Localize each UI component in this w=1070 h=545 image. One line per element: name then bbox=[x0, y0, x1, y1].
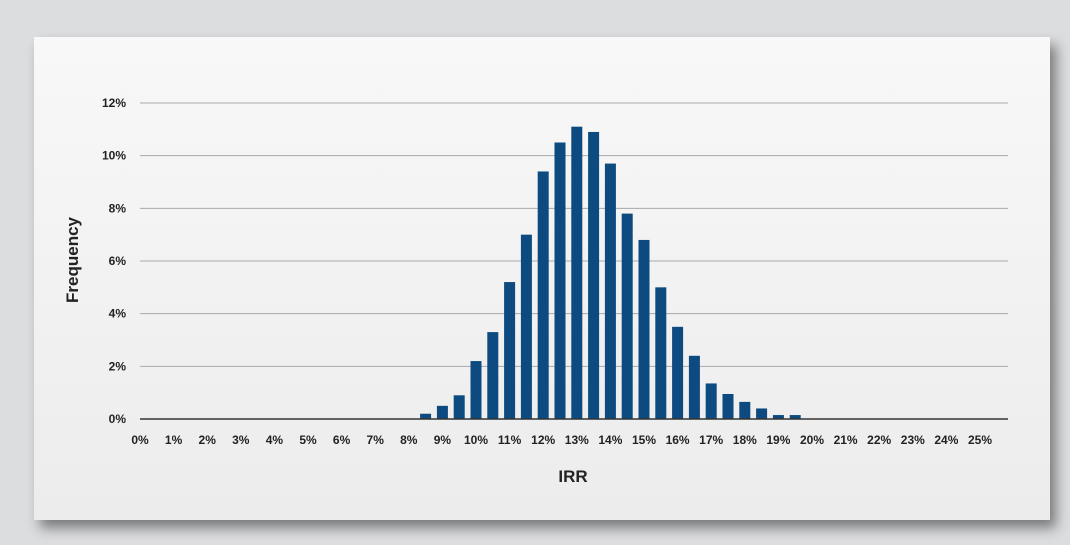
x-tick-labels: 0% 1% 2% 3% 4% 5% 6% 7% 8% 9% 10% 11% 12% 13% 14% 15% 16… bbox=[131, 433, 992, 447]
bars bbox=[420, 126, 801, 419]
y-tick-label: 2% bbox=[109, 359, 127, 373]
y-tick-label: 12% bbox=[102, 96, 126, 110]
y-tick-label: 10% bbox=[102, 149, 126, 163]
bar bbox=[789, 415, 801, 419]
bar bbox=[470, 361, 482, 419]
bar bbox=[537, 171, 549, 419]
bar bbox=[588, 131, 600, 419]
x-tick-label: 7% bbox=[367, 433, 385, 447]
bar bbox=[420, 413, 432, 419]
bar bbox=[672, 326, 684, 419]
y-tick-label: 0% bbox=[109, 412, 127, 426]
bar bbox=[436, 405, 448, 419]
bar bbox=[571, 126, 583, 419]
x-tick-label: 12% bbox=[531, 433, 555, 447]
y-tick-label: 4% bbox=[109, 307, 127, 321]
bar bbox=[688, 355, 700, 419]
bar bbox=[504, 282, 516, 419]
x-tick-label: 0% bbox=[131, 433, 149, 447]
x-tick-label: 2% bbox=[199, 433, 217, 447]
bar bbox=[705, 383, 717, 419]
x-tick-label: 8% bbox=[400, 433, 418, 447]
x-tick-label: 18% bbox=[733, 433, 757, 447]
x-tick-label: 23% bbox=[901, 433, 925, 447]
y-axis-title: Frequency bbox=[63, 216, 82, 303]
y-tick-labels: 0% 2% 4% 6% 8% 10% 12% bbox=[102, 96, 126, 426]
bar bbox=[453, 395, 465, 419]
x-tick-label: 14% bbox=[598, 433, 622, 447]
bar bbox=[554, 142, 566, 419]
y-tick-label: 8% bbox=[109, 201, 127, 215]
x-tick-label: 25% bbox=[968, 433, 992, 447]
x-tick-label: 9% bbox=[434, 433, 452, 447]
bar bbox=[638, 239, 650, 419]
x-tick-label: 4% bbox=[266, 433, 284, 447]
x-tick-label: 1% bbox=[165, 433, 183, 447]
x-tick-label: 22% bbox=[867, 433, 891, 447]
bar bbox=[655, 287, 667, 419]
x-tick-label: 19% bbox=[766, 433, 790, 447]
x-tick-label: 21% bbox=[834, 433, 858, 447]
bar bbox=[604, 163, 616, 419]
x-tick-label: 11% bbox=[498, 433, 522, 447]
x-tick-label: 16% bbox=[666, 433, 690, 447]
x-tick-label: 24% bbox=[934, 433, 958, 447]
x-tick-label: 17% bbox=[699, 433, 723, 447]
bar bbox=[621, 213, 633, 419]
x-tick-label: 13% bbox=[565, 433, 589, 447]
x-axis-title: IRR bbox=[558, 467, 587, 486]
bar bbox=[772, 415, 784, 419]
y-tick-label: 6% bbox=[109, 254, 127, 268]
bar bbox=[520, 234, 532, 419]
bar bbox=[756, 408, 768, 419]
x-tick-label: 6% bbox=[333, 433, 351, 447]
x-tick-label: 5% bbox=[299, 433, 317, 447]
bar bbox=[739, 401, 751, 419]
x-tick-label: 20% bbox=[800, 433, 824, 447]
bar bbox=[487, 332, 499, 419]
x-tick-label: 15% bbox=[632, 433, 656, 447]
x-tick-label: 3% bbox=[232, 433, 250, 447]
bar bbox=[722, 393, 734, 419]
x-tick-label: 10% bbox=[464, 433, 488, 447]
